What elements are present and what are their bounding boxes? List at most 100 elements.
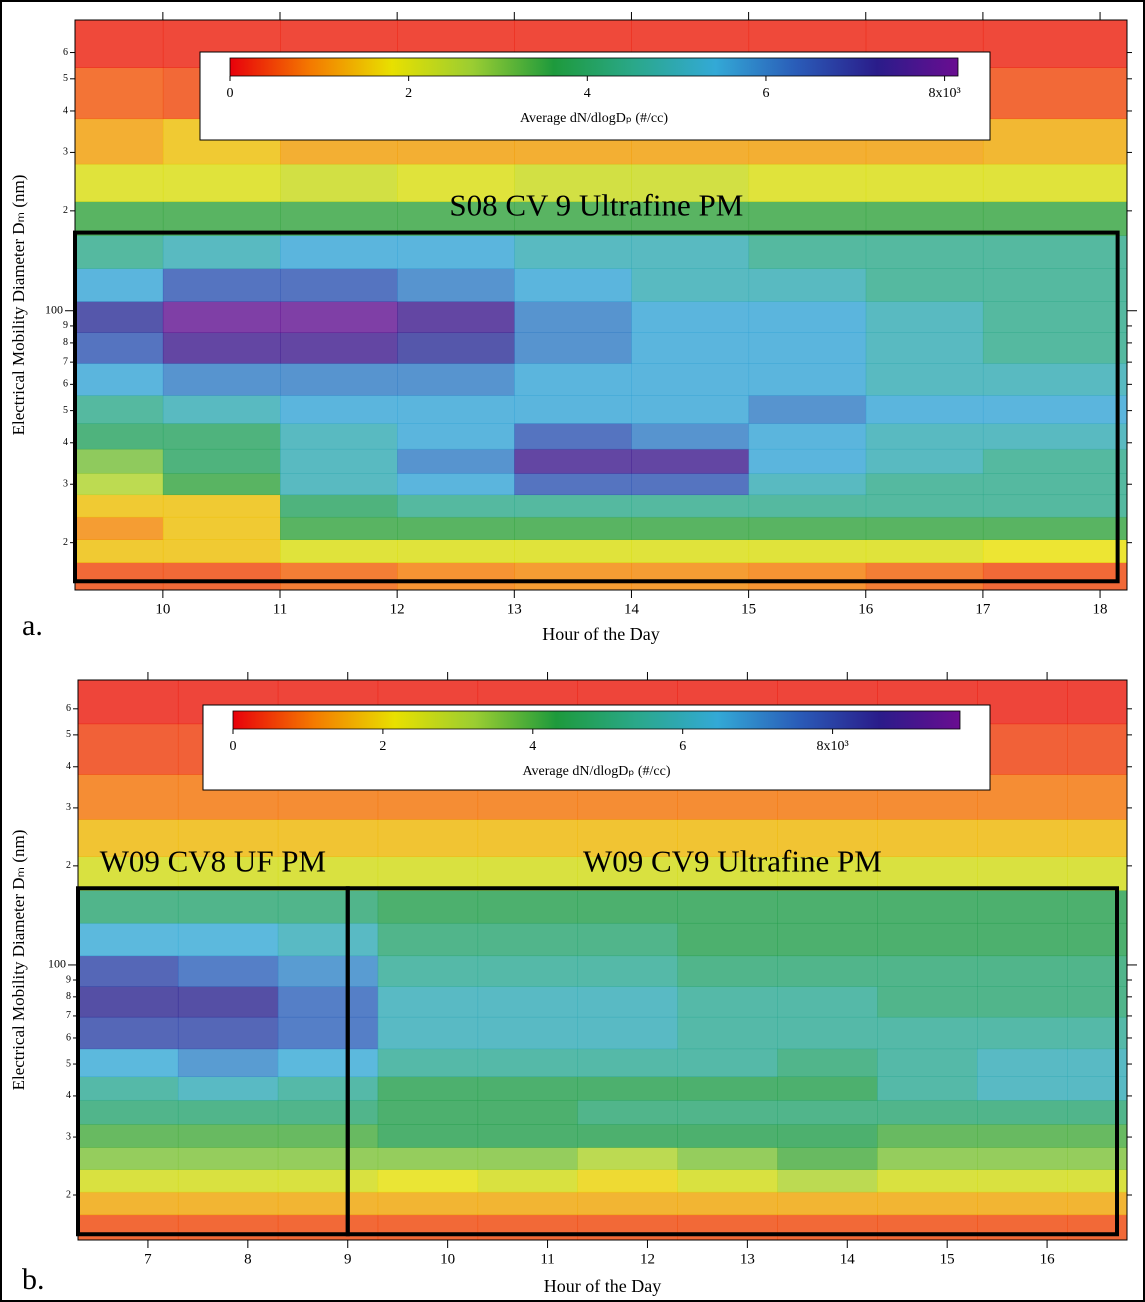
contour-cell <box>877 986 978 1018</box>
contour-cell <box>177 1169 279 1193</box>
contour-cell <box>1067 819 1127 857</box>
colorbar-tick-label: 0 <box>227 86 234 101</box>
contour-cell <box>748 562 867 590</box>
contour-cell <box>977 890 1068 924</box>
contour-cell <box>748 494 867 518</box>
y-tick-label: 4 <box>66 761 71 772</box>
contour-cell <box>977 680 1068 725</box>
contour-cell <box>162 235 281 269</box>
contour-cell <box>777 1169 878 1193</box>
contour-cell <box>78 1048 179 1077</box>
contour-cell <box>577 955 678 987</box>
contour-cell <box>477 955 579 987</box>
contour-cell <box>162 163 281 202</box>
contour-cell <box>397 562 515 590</box>
contour-cell <box>865 235 984 269</box>
contour-cell <box>877 1169 978 1193</box>
contour-cell <box>377 890 479 924</box>
contour-cell <box>677 1191 778 1216</box>
contour-cell <box>397 235 515 269</box>
contour-cell <box>78 922 179 957</box>
colorbar-tick-label: 6 <box>679 739 686 754</box>
contour-cell <box>162 448 281 474</box>
contour-cell <box>865 395 984 424</box>
contour-cell <box>177 955 279 987</box>
contour-cell <box>877 1099 978 1125</box>
contour-cell <box>777 1147 878 1170</box>
contour-cell <box>1067 723 1127 775</box>
contour-cell <box>397 163 515 202</box>
contour-cell <box>982 395 1127 424</box>
contour-cell <box>748 448 867 474</box>
contour-cell <box>162 539 281 563</box>
contour-cell <box>514 301 632 333</box>
y-tick-label: 8 <box>63 337 68 348</box>
contour-cell <box>397 448 515 474</box>
plot-area <box>75 20 1127 590</box>
contour-cell <box>977 1099 1068 1125</box>
contour-cell <box>514 516 632 540</box>
contour-cell <box>162 268 281 302</box>
contour-cell <box>631 516 750 540</box>
contour-cell <box>877 955 978 987</box>
contour-cell <box>865 201 984 236</box>
contour-cell <box>865 363 984 396</box>
contour-cell <box>982 332 1127 364</box>
contour-cell <box>748 395 867 424</box>
contour-cell <box>280 332 398 364</box>
colorbar-tick-label: 2 <box>379 739 386 754</box>
colorbar-tick-label: 8x10³ <box>816 739 848 754</box>
contour-cell <box>631 395 750 424</box>
contour-cell <box>748 235 867 269</box>
y-tick-label: 2 <box>66 1189 71 1200</box>
contour-cell <box>397 423 515 450</box>
contour-cell <box>577 1169 678 1193</box>
contour-cell <box>777 922 878 957</box>
contour-cell <box>277 922 379 957</box>
contour-cell <box>280 163 398 202</box>
contour-cell <box>177 986 279 1018</box>
contour-cell <box>397 494 515 518</box>
contour-cell <box>377 1147 479 1170</box>
y-tick-label: 9 <box>63 320 68 331</box>
x-tick-label: 16 <box>1040 1251 1056 1267</box>
x-tick-label: 17 <box>975 601 991 617</box>
contour-cell <box>162 363 281 396</box>
contour-cell <box>377 986 479 1018</box>
contour-cell <box>397 301 515 333</box>
contour-cell <box>177 856 279 891</box>
contour-cell <box>777 890 878 924</box>
y-tick-label: 8 <box>66 991 71 1002</box>
contour-cell <box>677 1076 778 1101</box>
x-tick-label: 11 <box>540 1251 554 1267</box>
y-tick-label: 5 <box>63 405 68 416</box>
contour-cell <box>397 539 515 563</box>
contour-cell <box>982 235 1127 269</box>
contour-cell <box>977 1124 1068 1148</box>
contour-cell <box>631 163 750 202</box>
y-tick-label: 6 <box>63 47 68 58</box>
contour-cell <box>78 1147 179 1170</box>
contour-cell <box>748 363 867 396</box>
contour-cell <box>677 856 778 891</box>
contour-cell <box>78 774 179 820</box>
contour-cell <box>877 1076 978 1101</box>
contour-cell <box>75 448 164 474</box>
contour-cell <box>280 516 398 540</box>
contour-cell <box>982 301 1127 333</box>
contour-cell <box>982 423 1127 450</box>
contour-cell <box>477 890 579 924</box>
contour-cell <box>514 201 632 236</box>
contour-cell <box>177 1076 279 1101</box>
contour-cell <box>631 448 750 474</box>
annotation-box <box>73 230 1120 584</box>
contour-cell <box>982 201 1127 236</box>
contour-cell <box>477 1214 579 1240</box>
contour-cell <box>677 955 778 987</box>
contour-cell <box>162 562 281 590</box>
contour-cell <box>977 986 1068 1018</box>
colorbar-label: Average dN/dlogDₚ (#/cc) <box>522 764 670 779</box>
x-tick-label: 12 <box>390 601 405 617</box>
